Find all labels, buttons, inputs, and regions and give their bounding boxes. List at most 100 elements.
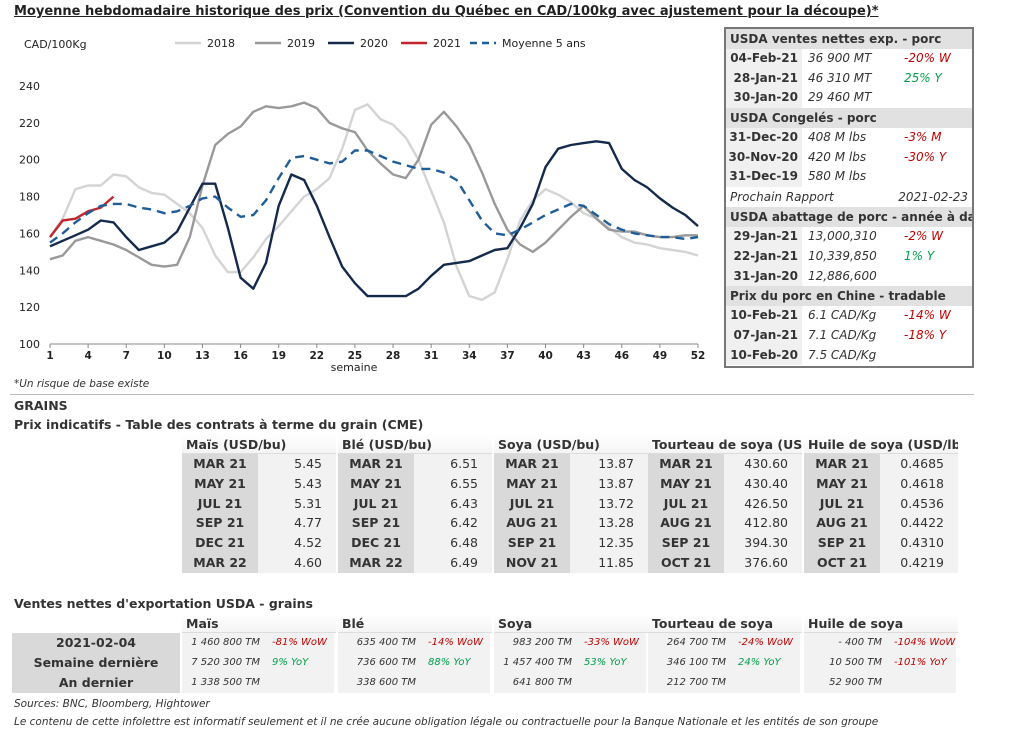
contract-month: AUG 21 (494, 513, 570, 534)
contract-price: 394.30 (724, 533, 802, 553)
contract-price: 6.42 (414, 513, 492, 534)
futures-row: SEP 21 394.30 (648, 533, 802, 553)
futures-header: Huile de soya (USD/lb) (804, 435, 958, 454)
futures-row: MAR 21 5.45 (182, 454, 336, 474)
futures-row: JUL 21 5.31 (182, 493, 336, 514)
contract-price: 0.4618 (880, 473, 958, 494)
export-change: -101% YoY (894, 657, 947, 668)
futures-row: OCT 21 0.4219 (804, 552, 958, 573)
export-column-header: Soya (494, 614, 648, 633)
export-change: 53% YoY (584, 657, 627, 668)
contract-month: SEP 21 (182, 513, 258, 534)
futures-table: Huile de soya (USD/lb) MAR 21 0.4685 MAY 21… (804, 435, 958, 573)
chart-footnote: *Un risque de base existe (14, 378, 150, 390)
usda-change (898, 267, 968, 287)
series-line-moyenne-5-ans (49, 149, 699, 244)
contract-price: 412.80 (724, 513, 802, 534)
usda-value: 12,886,600 (808, 268, 877, 283)
contract-month: JUL 21 (494, 493, 570, 514)
x-tick-label: 28 (386, 350, 401, 362)
usda-change (898, 167, 968, 187)
export-column-bg (804, 633, 956, 693)
export-column-header: Tourteau de soya (648, 614, 802, 633)
futures-row: MAY 21 13.87 (494, 473, 648, 494)
x-tick-label: 46 (614, 350, 629, 362)
futures-row: SEP 21 12.35 (494, 533, 648, 553)
y-tick-label: 240 (19, 80, 40, 93)
export-change: 88% YoY (428, 657, 471, 668)
series-line-2018 (49, 103, 699, 301)
usda-row: 28-Jan-21 46 310 MT 25% Y (726, 68, 972, 89)
export-change: 9% YoY (272, 657, 309, 668)
usda-section-title: Prix du porc en Chine - tradable (726, 286, 972, 307)
contract-price: 12.35 (570, 533, 648, 553)
contract-month: MAR 21 (182, 454, 258, 474)
contract-month: JUL 21 (182, 493, 258, 514)
contract-month: MAY 21 (648, 473, 724, 494)
usda-change: -18% Y (904, 327, 947, 342)
contract-month: SEP 21 (338, 513, 414, 534)
contract-price: 13.28 (570, 513, 648, 534)
futures-row: DEC 21 4.52 (182, 533, 336, 553)
usda-value: 36 900 MT (808, 51, 872, 65)
export-row-label: 2021-02-04 (12, 633, 180, 653)
futures-row: JUL 21 426.50 (648, 493, 802, 514)
export-change (738, 673, 802, 693)
legend-label: Moyenne 5 ans (502, 37, 586, 50)
usda-value: 6.1 CAD/Kg (808, 308, 877, 323)
next-report-label: Prochain Rapport (730, 190, 834, 205)
usda-change: 1% Y (904, 248, 935, 263)
export-value: 338 600 TM (356, 677, 416, 688)
export-row-label: An dernier (12, 673, 180, 693)
contract-month: MAR 21 (494, 454, 570, 474)
usda-value: 7.5 CAD/Kg (808, 347, 877, 362)
legend-label: 2019 (287, 37, 315, 50)
contract-price: 13.87 (570, 454, 648, 474)
export-change (272, 673, 336, 693)
usda-change: -20% W (904, 51, 951, 65)
x-tick-label: 34 (462, 350, 477, 362)
usda-date: 04-Feb-21 (726, 49, 802, 69)
futures-table: Tourteau de soya (USD/ST)MAR 21430.60MAY… (648, 435, 802, 573)
usda-row: 30-Nov-20 420 M lbs -30% Y (726, 147, 972, 168)
contract-month: OCT 21 (648, 552, 724, 573)
contract-price: 4.60 (258, 552, 336, 573)
export-value: 983 200 TM (512, 637, 572, 648)
usda-value: 7.1 CAD/Kg (808, 327, 877, 342)
usda-change (898, 346, 968, 366)
contract-price: 430.40 (724, 473, 802, 494)
futures-table: Soya (USD/bu) MAR 21 13.87 MAY 21 13.87 JUL 2… (494, 435, 648, 573)
series-line-2021 (49, 195, 115, 238)
export-change: -14% WoW (428, 637, 483, 648)
contract-month: AUG 21 (648, 513, 724, 534)
legend-label: 2018 (207, 37, 235, 50)
export-value: - 400 TM (838, 637, 882, 648)
export-value: 641 800 TM (512, 677, 572, 688)
contract-month: MAR 21 (804, 454, 880, 474)
contract-month: DEC 21 (338, 533, 414, 553)
contract-month: NOV 21 (494, 552, 570, 573)
contract-month: MAR 21 (648, 454, 724, 474)
usda-row: 10-Feb-20 7.5 CAD/Kg (726, 345, 972, 366)
usda-section-title: USDA Congelés - porc (726, 108, 972, 129)
usda-value: 10,339,850 (808, 248, 877, 263)
futures-row: NOV 21 11.85 (494, 552, 648, 573)
contract-month: JUL 21 (648, 493, 724, 514)
usda-date: 28-Jan-21 (726, 68, 802, 89)
futures-row: MAY 21 430.40 (648, 473, 802, 494)
divider (10, 394, 974, 395)
usda-section-title: USDA ventes nettes exp. - porc (726, 29, 972, 49)
usda-date: 31-Dec-19 (726, 167, 802, 188)
futures-title: Prix indicatifs - Table des contrats à t… (14, 417, 424, 432)
contract-price: 430.60 (724, 454, 802, 474)
export-value: 10 500 TM (829, 657, 882, 668)
contract-month: DEC 21 (182, 533, 258, 553)
futures-row: MAR 21 13.87 (494, 454, 648, 474)
export-title: Ventes nettes d'exportation USDA - grain… (14, 596, 313, 611)
usda-value: 29 460 MT (808, 90, 872, 105)
export-change: -81% WoW (272, 637, 327, 648)
futures-header: Maïs (USD/bu) (182, 435, 336, 454)
contract-price: 0.4310 (880, 533, 958, 553)
futures-row: OCT 21 376.60 (648, 552, 802, 573)
next-report-row: Prochain Rapport 2021-02-23 (726, 187, 972, 207)
